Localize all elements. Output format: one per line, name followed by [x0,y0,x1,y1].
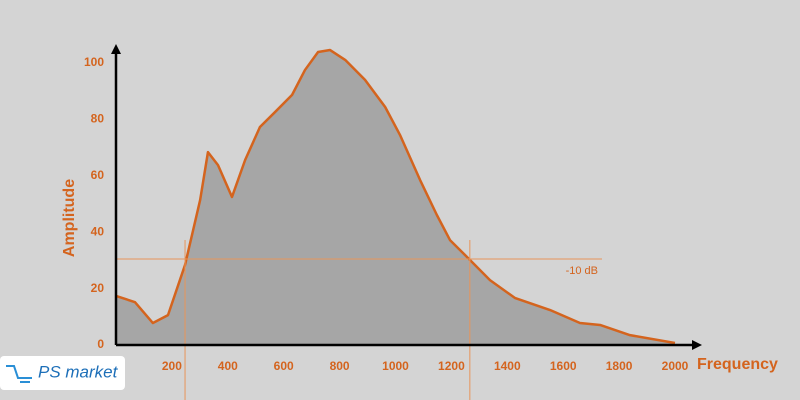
x-tick-label: 400 [218,359,238,373]
y-tick-label: 40 [91,224,105,238]
x-tick-label: 600 [274,359,294,373]
x-tick-label: 2000 [662,359,689,373]
watermark-text: PS market [38,362,119,381]
y-tick-label: 80 [91,112,105,126]
y-tick-label: 0 [97,337,104,351]
reference-label: -10 dB [566,265,598,277]
x-tick-label: 800 [330,359,350,373]
area-line [115,48,676,345]
plot: -10 dB 0 20 40 60 80 100 200 400 600 800 1000 1200 14… [84,44,702,400]
x-tick-label: 1200 [438,359,465,373]
y-tick-label: 60 [91,168,105,182]
x-tick-label: 1800 [606,359,633,373]
area-fill [116,50,675,345]
watermark-box [0,356,125,390]
y-tick-label: 100 [84,55,104,69]
x-axis-arrow [692,340,702,350]
x-tick-label: 1600 [550,359,577,373]
y-axis-arrow [111,44,121,54]
x-tick-label: 1400 [494,359,521,373]
watermark-icon [6,365,32,383]
watermark: PS market [0,356,125,390]
x-axis-title: Frequency [697,356,778,373]
y-tick-label: 20 [91,281,105,295]
y-axis-title: Amplitude [61,179,78,257]
x-tick-label: 200 [162,359,182,373]
x-tick-label: 1000 [382,359,409,373]
